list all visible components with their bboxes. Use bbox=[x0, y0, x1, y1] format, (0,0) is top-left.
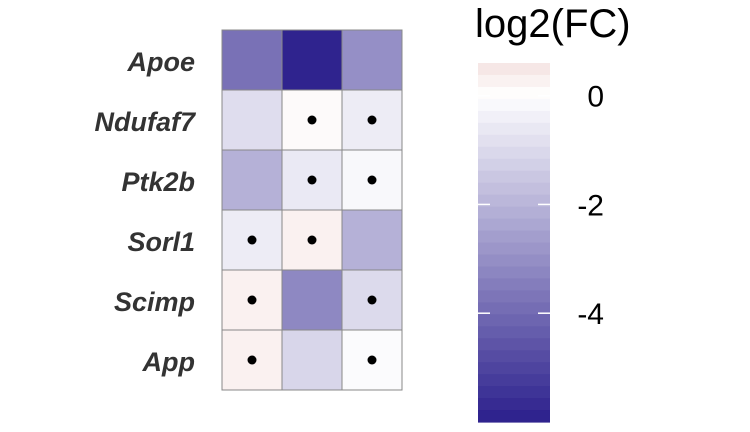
heatmap-cell-apoe-3 bbox=[341, 29, 403, 91]
colorbar-band bbox=[478, 122, 550, 136]
significance-dot bbox=[367, 295, 377, 305]
row-label-scimp: Scimp bbox=[114, 287, 195, 317]
colorbar-band bbox=[478, 410, 550, 423]
heatmap-cell-ptk2b-1 bbox=[221, 149, 283, 211]
colorbar-band bbox=[478, 374, 550, 387]
heatmap-grid bbox=[221, 29, 403, 391]
colorbar-band bbox=[478, 63, 550, 76]
heatmap-cell-apoe-2 bbox=[281, 29, 343, 91]
colorbar-band bbox=[478, 230, 550, 244]
colorbar-band bbox=[478, 86, 550, 100]
colorbar-band bbox=[478, 206, 550, 220]
colorbar-band bbox=[478, 398, 550, 411]
colorbar-band bbox=[478, 350, 550, 363]
significance-dot bbox=[307, 235, 317, 245]
heatmap-cell-apoe-1 bbox=[221, 29, 283, 91]
heatmap-cell-scimp-2 bbox=[281, 269, 343, 331]
colorbar-band bbox=[478, 290, 550, 303]
significance-dot bbox=[367, 115, 377, 125]
colorbar-band bbox=[478, 218, 550, 232]
row-label-ndufaf7: Ndufaf7 bbox=[95, 107, 197, 137]
colorbar-band bbox=[478, 278, 550, 291]
significance-dot bbox=[367, 355, 377, 365]
colorbar-bands bbox=[478, 63, 550, 423]
row-labels: Apoe Ndufaf7 Ptk2b Sorl1 Scimp App bbox=[95, 47, 197, 377]
colorbar-band bbox=[478, 266, 550, 279]
row-label-sorl1: Sorl1 bbox=[127, 227, 195, 257]
row-label-apoe: Apoe bbox=[127, 47, 196, 77]
colorbar-tick-label: -4 bbox=[577, 298, 604, 331]
colorbar-band bbox=[478, 170, 550, 184]
significance-dot bbox=[247, 235, 257, 245]
significance-dot bbox=[247, 295, 257, 305]
colorbar-band bbox=[478, 146, 550, 160]
colorbar-band bbox=[478, 134, 550, 148]
colorbar-band bbox=[478, 314, 550, 327]
colorbar-band bbox=[478, 254, 550, 268]
colorbar-band bbox=[478, 326, 550, 339]
heatmap-cell-sorl1-3 bbox=[341, 209, 403, 271]
colorbar-band bbox=[478, 338, 550, 351]
colorbar-band bbox=[478, 194, 550, 208]
colorbar-legend: log2(FC) 0 -2 -4 bbox=[475, 2, 631, 423]
row-label-app: App bbox=[142, 347, 195, 377]
colorbar-band bbox=[478, 242, 550, 256]
colorbar-band bbox=[478, 158, 550, 172]
colorbar-band bbox=[478, 386, 550, 399]
colorbar-band bbox=[478, 362, 550, 375]
significance-dot bbox=[307, 175, 317, 185]
significance-dot bbox=[247, 355, 257, 365]
colorbar-band bbox=[478, 110, 550, 124]
colorbar-ticks: 0 -2 -4 bbox=[478, 81, 604, 331]
significance-dot bbox=[367, 175, 377, 185]
colorbar-tick-label: -2 bbox=[577, 189, 604, 222]
significance-dot bbox=[307, 115, 317, 125]
colorbar-band bbox=[478, 182, 550, 196]
legend-title: log2(FC) bbox=[475, 2, 631, 46]
colorbar-band bbox=[478, 302, 550, 315]
heatmap-cell-ndufaf7-1 bbox=[221, 89, 283, 151]
colorbar-band bbox=[478, 74, 550, 88]
colorbar-band bbox=[478, 98, 550, 112]
heatmap-cell-app-2 bbox=[281, 329, 343, 391]
colorbar-tick-label: 0 bbox=[587, 81, 604, 114]
heatmap-cell-scimp-3 bbox=[341, 269, 403, 331]
row-label-ptk2b: Ptk2b bbox=[121, 167, 195, 197]
